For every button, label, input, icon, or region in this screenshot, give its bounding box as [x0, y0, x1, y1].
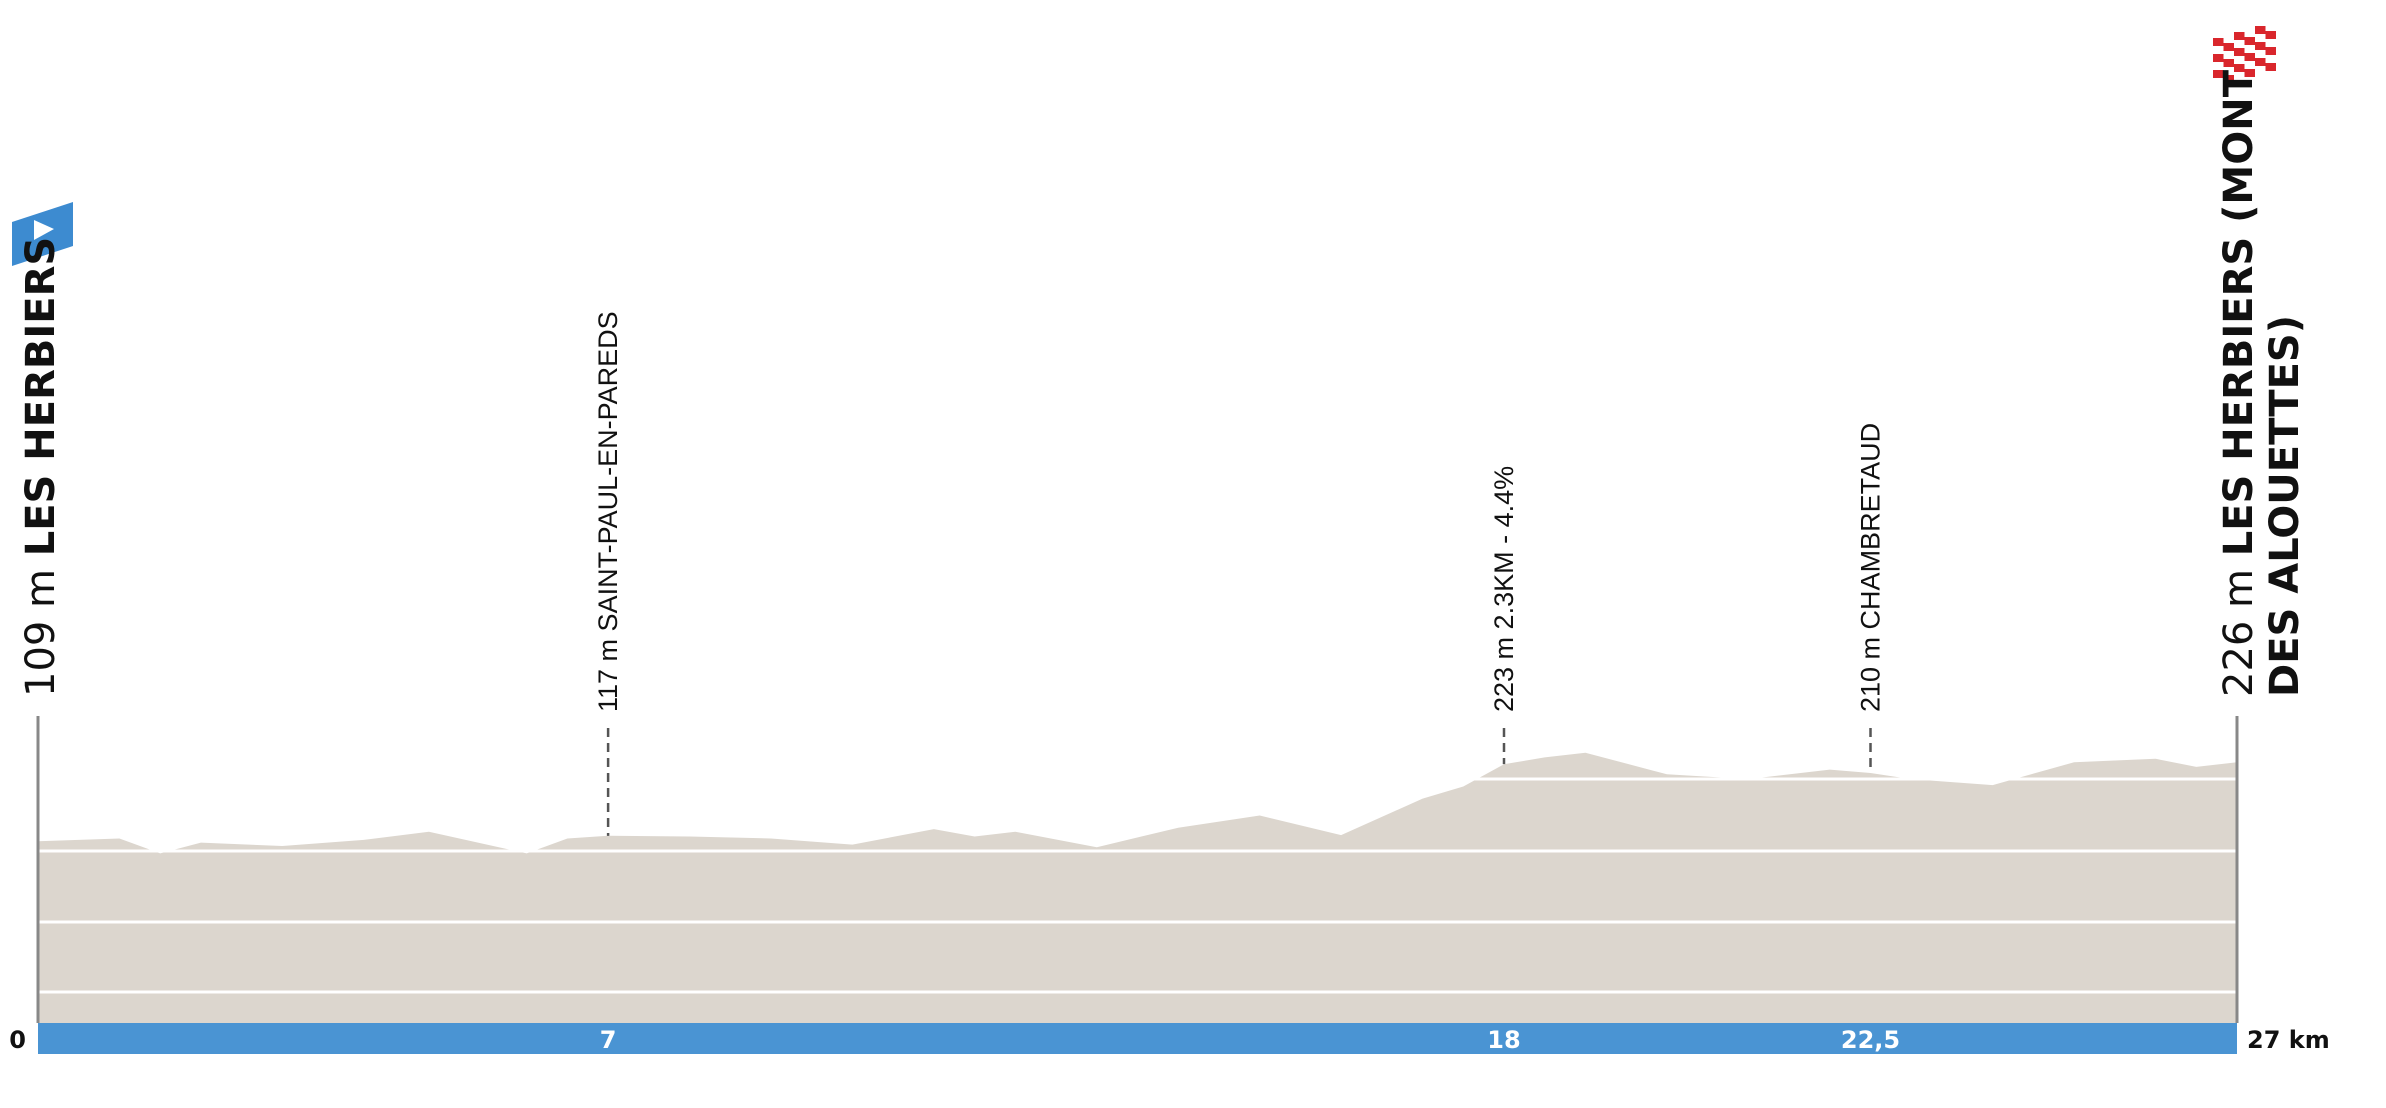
start-flag: [12, 202, 73, 266]
marker-label: 223 m 2.3KM - 4.4%: [1489, 466, 1519, 712]
marker-name: LES HERBIERS: [18, 237, 64, 556]
x-tick-label: 7: [600, 1026, 617, 1054]
marker-altitude: 117 m: [593, 639, 623, 712]
marker-altitude: 109 m: [18, 569, 64, 697]
marker-name: DES ALOUETTES): [2262, 315, 2308, 697]
marker-label: DES ALOUETTES): [2262, 315, 2308, 697]
marker-name: 2.3KM - 4.4%: [1489, 466, 1519, 630]
elevation-area: [38, 752, 2237, 1023]
marker-altitude: 226 m: [2216, 569, 2262, 697]
marker-label: 226 m LES HERBIERS (MONT: [2216, 69, 2262, 697]
marker-label: 210 m CHAMBRETAUD: [1856, 423, 1886, 712]
distance-bar: [38, 1023, 2237, 1054]
x-tick-label: 27 km: [2247, 1026, 2330, 1054]
marker-altitude: 223 m: [1489, 637, 1519, 712]
marker-label: 117 m SAINT-PAUL-EN-PAREDS: [593, 311, 623, 712]
marker-name: CHAMBRETAUD: [1856, 423, 1886, 630]
marker-label: 109 m LES HERBIERS: [18, 237, 64, 697]
x-tick-label: 18: [1487, 1026, 1520, 1054]
marker-altitude: 210 m: [1856, 637, 1886, 712]
marker-name: SAINT-PAUL-EN-PAREDS: [593, 311, 623, 631]
x-tick-label: 0: [9, 1026, 26, 1054]
finish-flag: [2213, 23, 2276, 86]
x-tick-label: 22,5: [1841, 1026, 1900, 1054]
marker-name: LES HERBIERS (MONT: [2216, 69, 2262, 556]
